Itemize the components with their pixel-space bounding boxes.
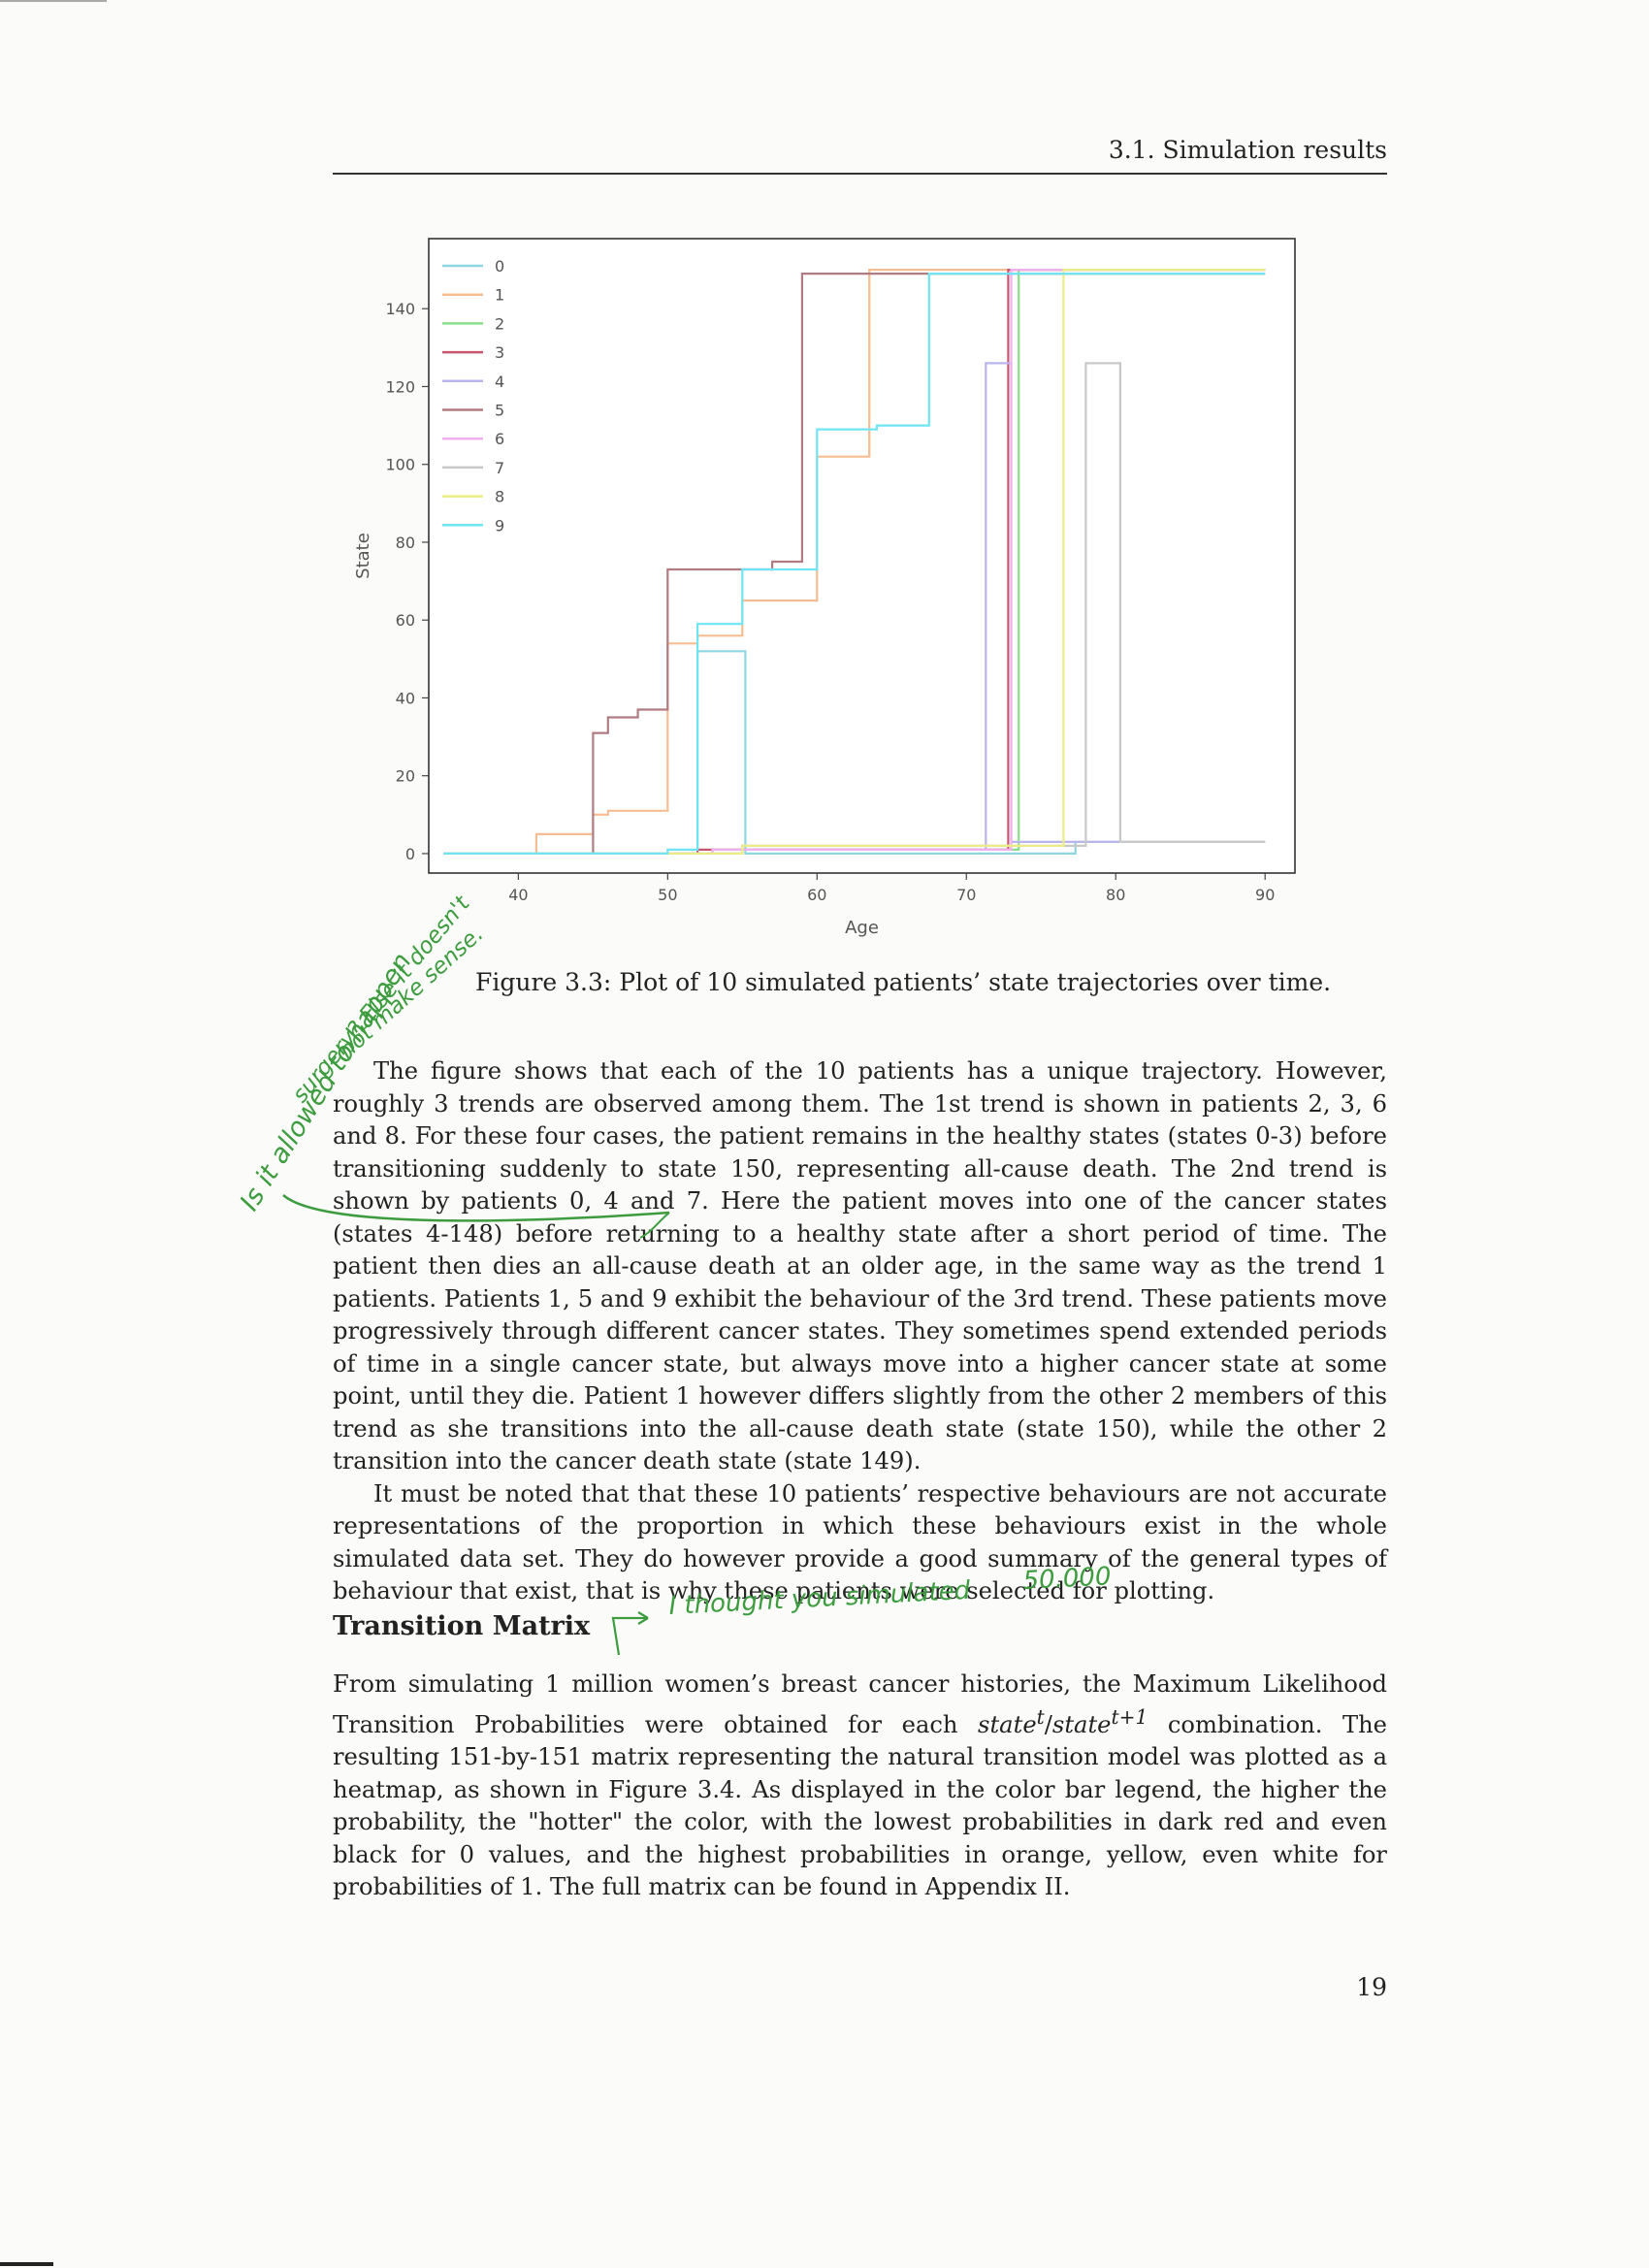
legend-label-9: 9 [495, 516, 504, 535]
x-axis-label: Age [845, 918, 879, 938]
legend-label-3: 3 [495, 343, 504, 362]
paragraph-trends: The figure shows that each of the 10 pat… [333, 1057, 1387, 1474]
x-tick-label: 60 [807, 886, 826, 904]
transition-matrix-text: From simulating 1 million women’s breast… [333, 1669, 1387, 1904]
x-tick-label: 80 [1106, 886, 1125, 904]
paragraph-caveat: It must be noted that that these 10 pati… [333, 1479, 1387, 1605]
scan-edge-mark [0, 0, 107, 2]
y-tick-label: 140 [385, 300, 415, 318]
legend-label-2: 2 [495, 314, 504, 333]
math-slash: / [1044, 1710, 1052, 1738]
math-state-t1: statet+1 [1051, 1704, 1148, 1738]
legend-label-8: 8 [495, 488, 504, 506]
legend-label-0: 0 [495, 257, 504, 275]
y-tick-label: 100 [385, 456, 415, 474]
x-tick-label: 90 [1255, 886, 1275, 904]
header-rule [333, 173, 1387, 175]
legend-label-7: 7 [495, 459, 504, 477]
scan-corner-mark [0, 2262, 53, 2266]
y-tick-label: 60 [396, 611, 415, 630]
plot-area [428, 238, 1296, 874]
series-line-9 [443, 272, 1266, 856]
page-number: 19 [1356, 1973, 1387, 2001]
running-head: 3.1. Simulation results [1108, 136, 1387, 164]
legend-label-6: 6 [495, 430, 504, 448]
x-tick-label: 50 [658, 886, 677, 904]
y-tick-label: 0 [405, 845, 415, 863]
y-tick-label: 80 [396, 534, 415, 552]
results-discussion: The figure shows that each of the 10 pat… [333, 1055, 1387, 1608]
legend-label-4: 4 [495, 373, 504, 391]
state-trajectory-chart: 40 50 60 70 80 90 0 20 40 60 80 100 120 140 Age State 0 1… [353, 238, 1296, 938]
figure-caption: Figure 3.3: Plot of 10 simulated patient… [475, 968, 1332, 996]
legend-label-1: 1 [495, 286, 504, 305]
paragraph-transition-matrix: From simulating 1 million women’s breast… [333, 1669, 1387, 1904]
arrow-stroke [611, 1616, 648, 1656]
series-line-1 [443, 268, 1266, 856]
y-tick-label: 40 [396, 689, 415, 707]
y-tick-label: 120 [385, 377, 415, 396]
y-tick-label: 20 [396, 767, 415, 786]
y-axis-label: State [353, 533, 373, 579]
math-state-t: statet [978, 1704, 1045, 1738]
section-heading-transition-matrix: Transition Matrix [333, 1611, 591, 1641]
x-tick-label: 40 [508, 886, 528, 904]
legend-label-5: 5 [495, 402, 504, 420]
arrow-head [637, 1611, 649, 1625]
x-tick-label: 70 [956, 886, 976, 904]
text-part-a: From simulating 1 million women’s breast… [333, 1670, 1387, 1738]
text-part-b: combination. The resulting 151-by-151 ma… [333, 1710, 1387, 1901]
series-line-5 [443, 272, 1266, 856]
series-line-8 [443, 268, 1266, 856]
